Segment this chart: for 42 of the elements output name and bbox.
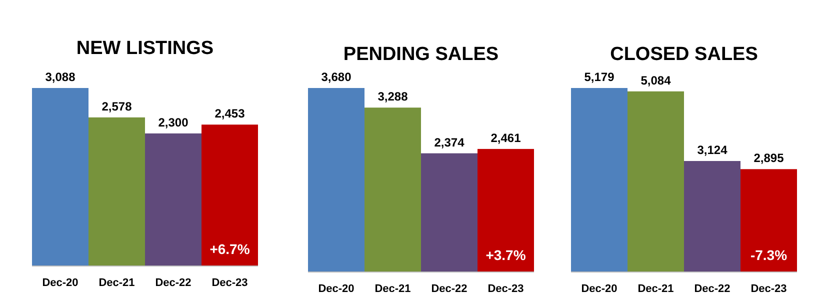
x-tick-label: Dec-21: [638, 283, 674, 295]
data-label: 3,680: [321, 70, 352, 84]
chart-title: CLOSED SALES: [610, 44, 758, 65]
bar: [684, 161, 740, 272]
bar: [628, 91, 684, 272]
bar: [571, 88, 628, 272]
data-label: 2,578: [102, 99, 132, 114]
data-label: 5,084: [640, 73, 672, 88]
bar: [421, 153, 478, 272]
x-tick-label: Dec-23: [750, 283, 787, 295]
annotation: -7.3%: [750, 247, 788, 263]
annotation: +6.7%: [210, 241, 250, 257]
x-tick-label: Dec-21: [374, 283, 411, 295]
bar: [740, 169, 797, 272]
data-label: 2,374: [434, 135, 465, 150]
x-tick-label: Dec-22: [431, 283, 468, 295]
bar: [202, 124, 258, 266]
data-label: 2,895: [754, 151, 784, 166]
x-tick-label: Dec-20: [318, 283, 354, 295]
x-tick-label: Dec-22: [694, 283, 730, 295]
data-label: 2,461: [490, 130, 522, 145]
bar: [32, 88, 88, 266]
data-label: 5,179: [584, 70, 615, 84]
x-tick-label: Dec-21: [98, 277, 135, 289]
chart-title: NEW LISTINGS: [76, 38, 214, 59]
bar: [145, 133, 202, 266]
x-tick-label: Dec-20: [581, 283, 618, 295]
data-label: 3,288: [378, 90, 408, 104]
chart-title: PENDING SALES: [343, 44, 499, 65]
x-tick-label: Dec-23: [488, 283, 524, 295]
x-tick-label: Dec-20: [42, 277, 78, 289]
data-label: 3,088: [45, 70, 76, 84]
x-tick-label: Dec-22: [155, 277, 192, 289]
data-label: 2,300: [158, 115, 189, 130]
bar: [364, 108, 421, 272]
bar: [88, 117, 145, 266]
data-label: 3,124: [697, 143, 728, 158]
bar: [478, 148, 534, 272]
bar: [308, 88, 364, 272]
x-tick-label: Dec-23: [212, 277, 248, 289]
annotation: +3.7%: [486, 247, 526, 263]
data-label: 2,453: [214, 106, 246, 121]
